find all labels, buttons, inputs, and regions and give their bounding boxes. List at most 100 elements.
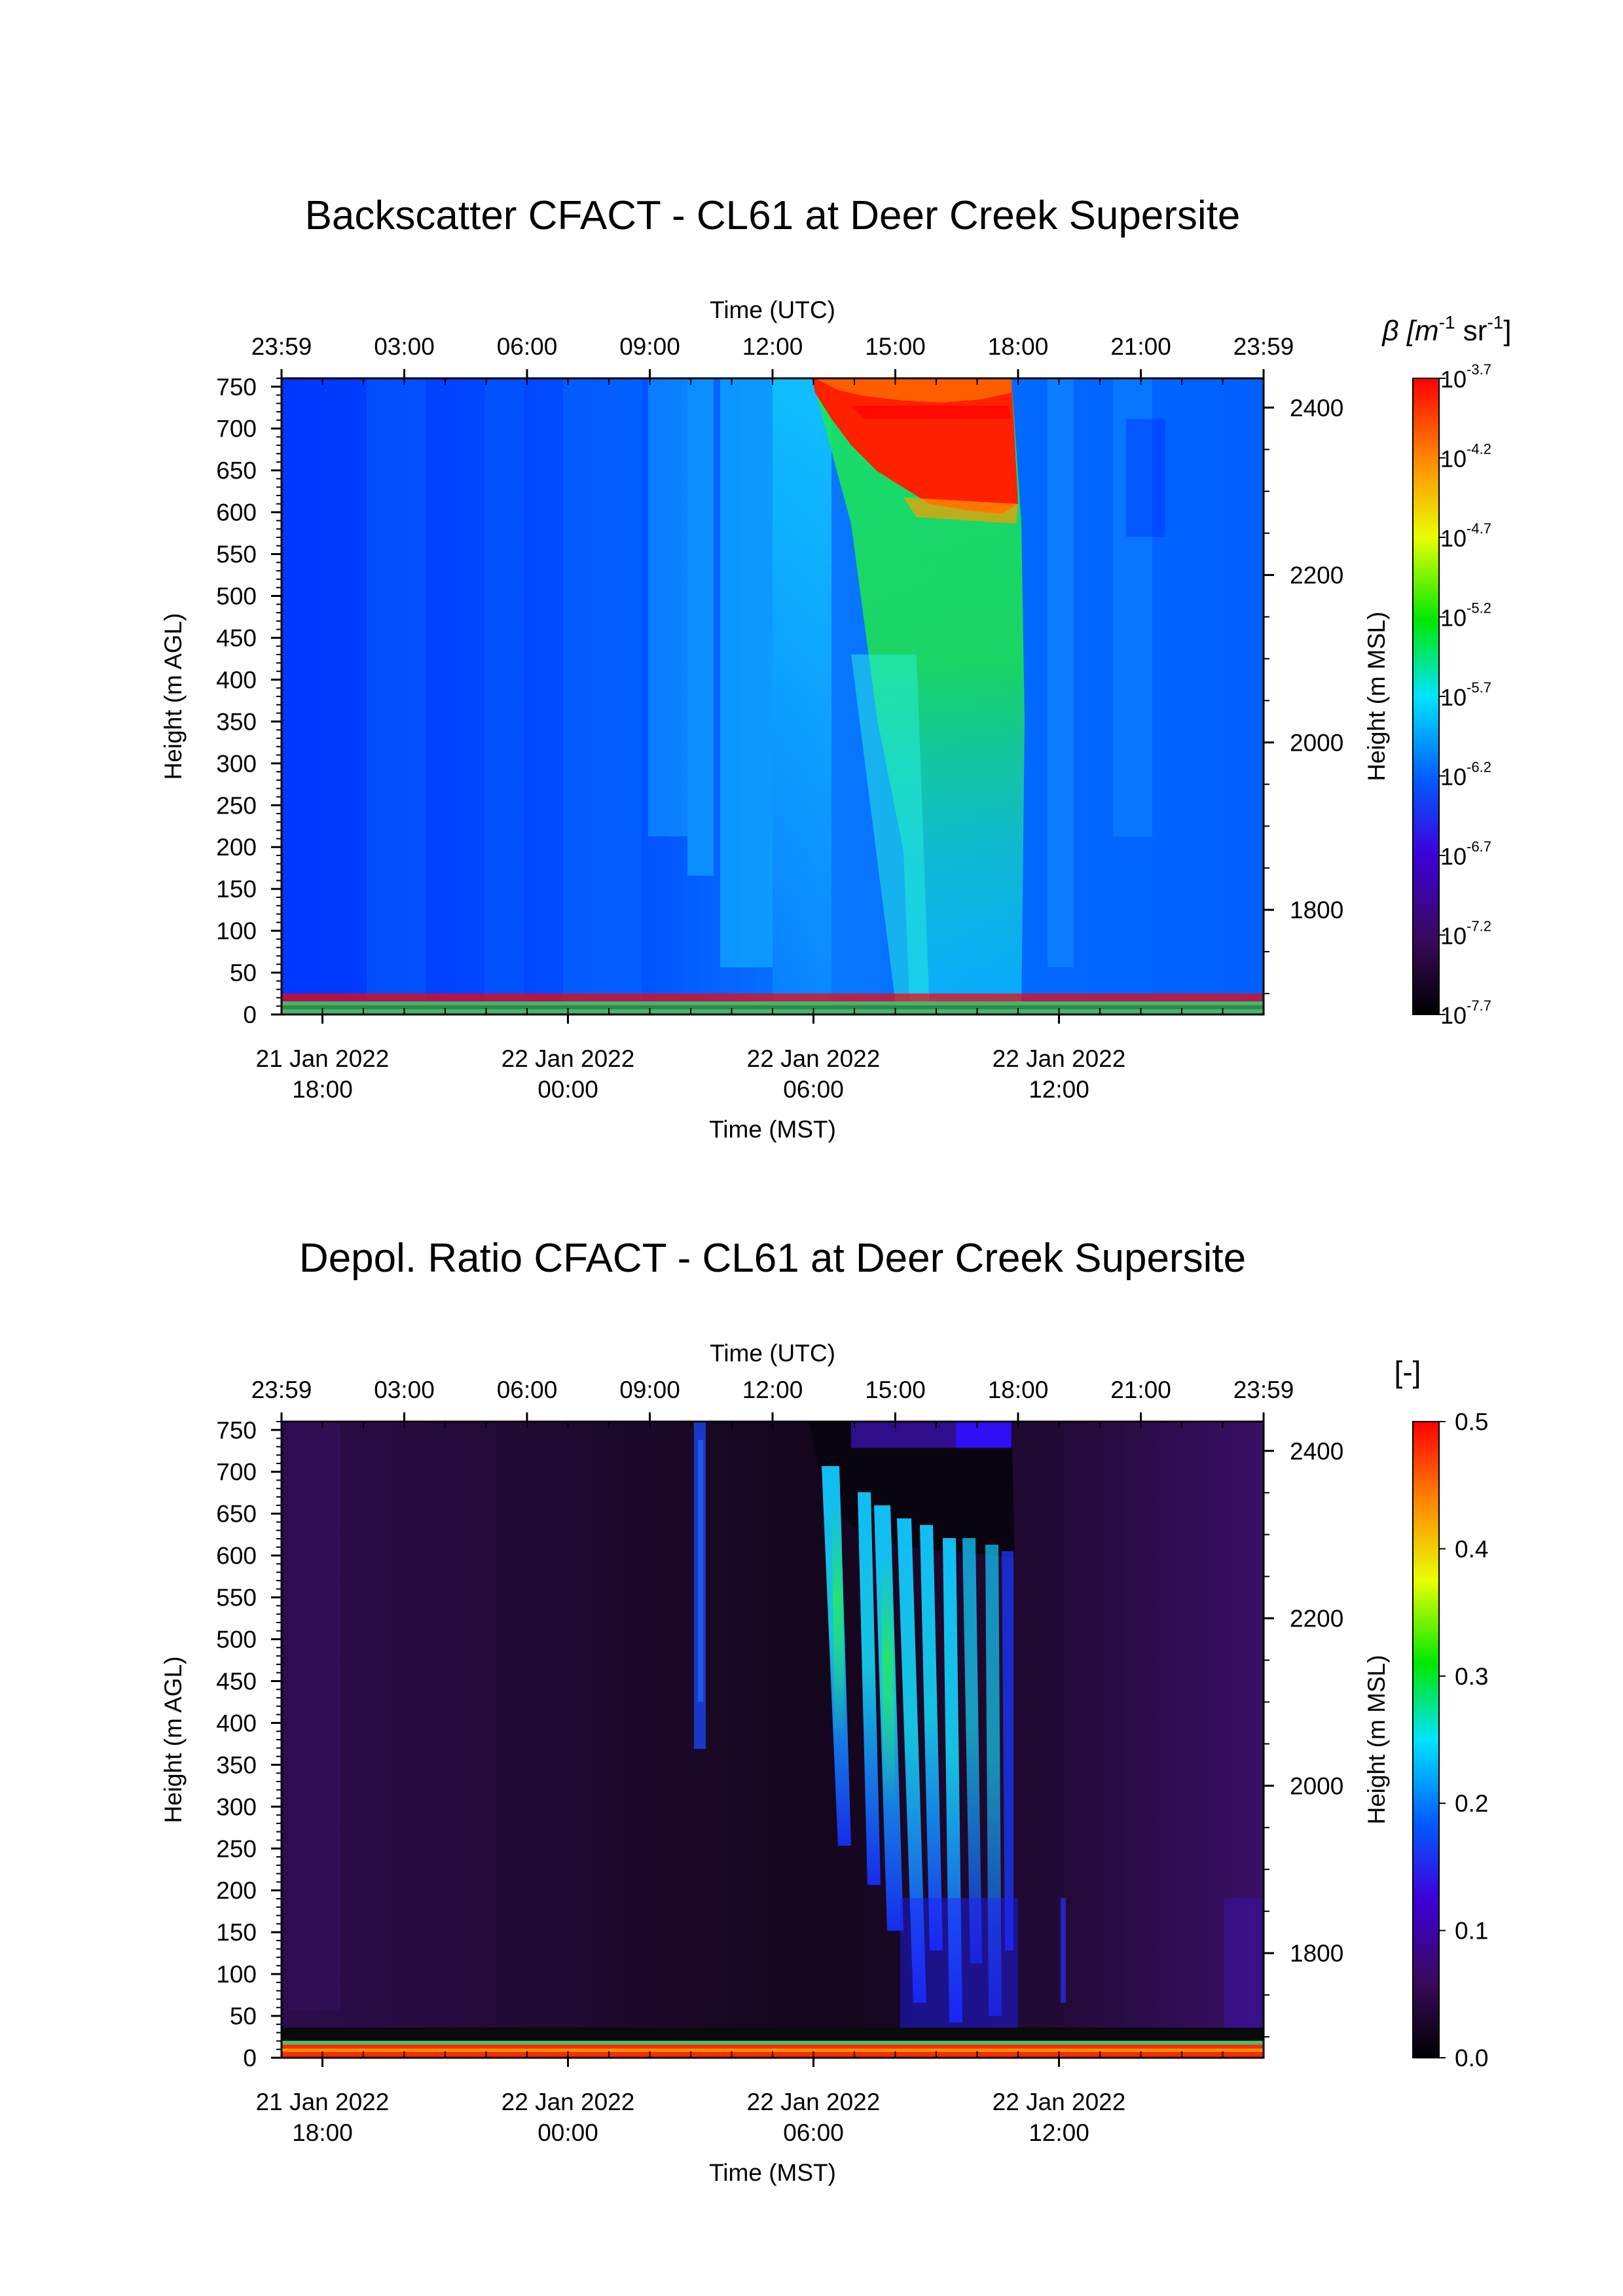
bottom-tick-time: 18:00 xyxy=(292,2119,353,2146)
bottom-tick-time: 12:00 xyxy=(1029,1076,1089,1103)
y-tick-label: 700 xyxy=(216,416,257,442)
bottom-tick-time: 06:00 xyxy=(783,1076,844,1103)
bottom-tick-date: 22 Jan 2022 xyxy=(501,1045,635,1072)
y-tick-label: 300 xyxy=(216,750,257,777)
top-tick-label: 09:00 xyxy=(619,333,680,360)
y-tick-label: 600 xyxy=(216,499,257,526)
y-tick-label: 500 xyxy=(216,1626,257,1653)
y-tick-label: 200 xyxy=(216,834,257,861)
y-tick-label: 0 xyxy=(243,1001,257,1028)
colorbar-tick-label: 0.3 xyxy=(1455,1663,1488,1690)
y-tick-label: 750 xyxy=(216,1417,257,1444)
axes: 23:59 03:00 06:00 09:00 12:00 15:00 18:00 21:00… xyxy=(160,1340,1390,2186)
bottom-tick-date: 22 Jan 2022 xyxy=(993,1045,1126,1072)
top-tick-label: 03:00 xyxy=(374,333,435,360)
y2-tick-label: 2000 xyxy=(1290,729,1343,756)
top-tick-label: 12:00 xyxy=(742,333,803,360)
colorbar-tick-label: 10-7.2 xyxy=(1440,918,1491,950)
top-tick-label: 23:59 xyxy=(1233,1376,1294,1403)
chart-title: Backscatter CFACT - CL61 at Deer Creek S… xyxy=(305,193,1241,238)
colorbar: [-] 0.5 0.4 0.3 0.2 0.1 0.0 xyxy=(1395,1355,1489,2072)
top-axis-label: Time (UTC) xyxy=(710,296,835,323)
y2-tick-label: 1800 xyxy=(1290,897,1343,924)
bottom-tick-date: 21 Jan 2022 xyxy=(256,1045,390,1072)
bottom-tick-date: 21 Jan 2022 xyxy=(256,2089,390,2115)
depol-panel: Depol. Ratio CFACT - CL61 at Deer Creek … xyxy=(160,1236,1488,2186)
y-tick-label: 650 xyxy=(216,457,257,484)
colorbar-tick-label: 0.0 xyxy=(1455,2045,1488,2072)
y-tick-label: 200 xyxy=(216,1877,257,1904)
bottom-tick-date: 22 Jan 2022 xyxy=(993,2089,1126,2115)
y-tick-label: 300 xyxy=(216,1793,257,1820)
colorbar-tick-label: 10-6.2 xyxy=(1440,759,1491,791)
axes: 23:59 03:00 06:00 09:00 12:00 15:00 18:00 21:00… xyxy=(160,296,1390,1143)
bottom-tick-date: 22 Jan 2022 xyxy=(747,1045,881,1072)
y-tick-label: 400 xyxy=(216,666,257,693)
y-tick-label: 650 xyxy=(216,1501,257,1528)
colorbar-tick-label: 10-6.7 xyxy=(1440,838,1491,870)
y-tick-label: 350 xyxy=(216,1751,257,1778)
top-tick-label: 23:59 xyxy=(251,333,312,360)
y-tick-label: 100 xyxy=(216,918,257,944)
colorbar-tick-label: 10-5.2 xyxy=(1440,600,1491,632)
y-tick-label: 150 xyxy=(216,1919,257,1946)
y-tick-label: 250 xyxy=(216,792,257,819)
colorbar-gradient xyxy=(1412,378,1440,1015)
y-tick-label: 550 xyxy=(216,541,257,568)
y-tick-label: 500 xyxy=(216,583,257,610)
colorbar-tick-label: 10-3.7 xyxy=(1440,361,1491,393)
colorbar-tick-label: 0.4 xyxy=(1455,1535,1488,1562)
top-tick-label: 15:00 xyxy=(865,1376,926,1403)
backscatter-panel: Backscatter CFACT - CL61 at Deer Creek S… xyxy=(160,193,1512,1143)
y-tick-label: 400 xyxy=(216,1710,257,1736)
bottom-axis-label: Time (MST) xyxy=(709,2159,836,2186)
top-tick-label: 18:00 xyxy=(988,333,1049,360)
colorbar-tick-label: 10-4.7 xyxy=(1440,520,1491,552)
y2-tick-label: 1800 xyxy=(1290,1940,1343,1967)
top-tick-label: 18:00 xyxy=(988,1376,1049,1403)
y-tick-label: 50 xyxy=(230,960,257,986)
colorbar-label: β [m-1 sr-1] xyxy=(1381,312,1511,347)
top-tick-label: 06:00 xyxy=(497,1376,558,1403)
y2-tick-label: 2000 xyxy=(1290,1772,1343,1799)
top-tick-label: 23:59 xyxy=(251,1376,312,1403)
y-tick-label: 150 xyxy=(216,876,257,903)
colorbar-ticks: 10-3.7 10-4.2 10-4.7 10-5.2 10-5.7 10-6.2 10-6… xyxy=(1439,361,1491,1029)
top-tick-label: 06:00 xyxy=(497,333,558,360)
bottom-tick-time: 12:00 xyxy=(1029,2119,1089,2146)
plot-area xyxy=(282,1422,1264,2058)
y-tick-label: 450 xyxy=(216,624,257,651)
colorbar-tick-label: 10-7.7 xyxy=(1440,997,1491,1029)
bottom-tick-date: 22 Jan 2022 xyxy=(747,2089,881,2115)
top-tick-label: 03:00 xyxy=(374,1376,435,1403)
y-tick-label: 50 xyxy=(230,2003,257,2030)
colorbar-ticks: 0.5 0.4 0.3 0.2 0.1 0.0 xyxy=(1439,1408,1488,2072)
bottom-axis-label: Time (MST) xyxy=(709,1116,836,1143)
y2-axis-label: Height (m MSL) xyxy=(1363,611,1390,781)
top-tick-label: 09:00 xyxy=(619,1376,680,1403)
bottom-tick-time: 00:00 xyxy=(538,1076,598,1103)
chart-title: Depol. Ratio CFACT - CL61 at Deer Creek … xyxy=(299,1236,1246,1281)
y2-tick-label: 2400 xyxy=(1290,1438,1343,1465)
top-tick-label: 21:00 xyxy=(1110,1376,1171,1403)
top-tick-label: 15:00 xyxy=(865,333,926,360)
top-axis-label: Time (UTC) xyxy=(710,1340,835,1367)
colorbar: β [m-1 sr-1] 10-3.710-4.210-4.710-5.210-… xyxy=(1381,312,1511,1029)
y-tick-label: 450 xyxy=(216,1668,257,1695)
colorbar-tick-label: 10-4.2 xyxy=(1440,441,1491,473)
colorbar-tick-label: 10-5.7 xyxy=(1440,679,1491,711)
top-tick-label: 21:00 xyxy=(1110,333,1171,360)
y-tick-label: 250 xyxy=(216,1835,257,1862)
y2-tick-label: 2200 xyxy=(1290,1605,1343,1632)
colorbar-tick-label: 0.1 xyxy=(1455,1918,1488,1945)
y-tick-label: 350 xyxy=(216,708,257,735)
colorbar-gradient xyxy=(1412,1421,1440,2058)
bottom-tick-time: 18:00 xyxy=(292,1076,353,1103)
bottom-tick-time: 06:00 xyxy=(783,2119,844,2146)
y-axis-label: Height (m AGL) xyxy=(160,1657,187,1823)
plot-area xyxy=(282,378,1264,1014)
y2-tick-label: 2400 xyxy=(1290,395,1343,422)
bottom-tick-time: 00:00 xyxy=(538,2119,598,2146)
bottom-tick-date: 22 Jan 2022 xyxy=(501,2089,635,2115)
